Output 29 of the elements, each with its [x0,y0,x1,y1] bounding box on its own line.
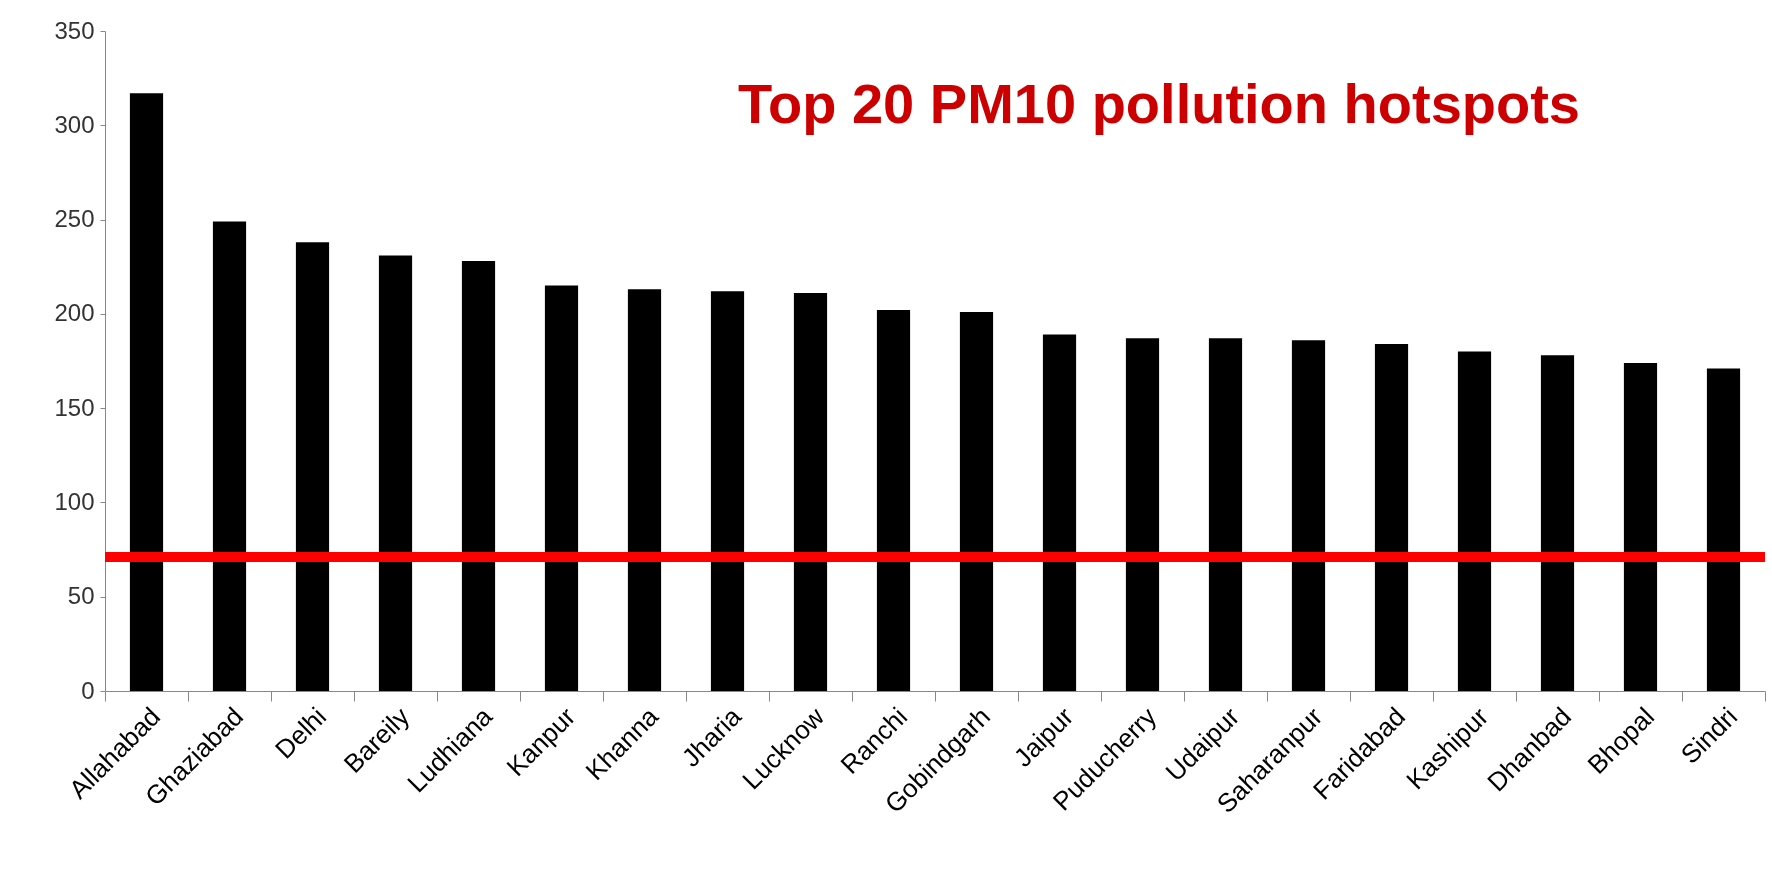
text: Top 20 PM10 pollution hotspots [737,72,1580,135]
bar [793,293,828,691]
y-tick-label: 50 [67,582,95,610]
bar [1374,344,1409,691]
bar [959,311,994,691]
bar [461,261,496,691]
bar [212,221,247,691]
bar [1457,351,1492,691]
bar [1291,340,1326,691]
y-tick-label: 100 [54,487,95,515]
bar [378,255,413,691]
y-tick-label: 0 [81,676,95,704]
bar [876,310,911,691]
bar [544,285,579,691]
y-tick-label: 250 [54,205,95,233]
bar [627,289,662,691]
y-tick-label: 300 [54,110,95,138]
bar [1125,338,1160,691]
y-tick-label: 200 [54,299,95,327]
bar [1540,355,1575,691]
y-tick-label: 150 [54,393,95,421]
bar [1042,334,1077,691]
bar [710,291,745,691]
bar [1208,338,1243,691]
y-tick-label: 350 [54,16,95,44]
bar [129,93,164,691]
bar [1706,368,1741,691]
bar [295,242,330,691]
bar [1623,362,1658,691]
